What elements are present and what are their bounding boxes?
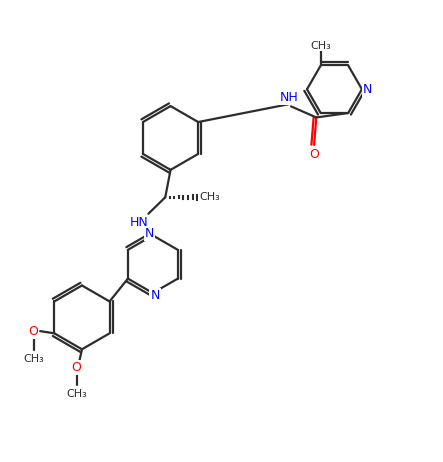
Text: CH₃: CH₃ xyxy=(23,353,44,364)
Text: O: O xyxy=(29,325,39,338)
Text: NH: NH xyxy=(280,91,298,104)
Text: N: N xyxy=(144,227,154,240)
Text: HN: HN xyxy=(130,216,149,229)
Text: O: O xyxy=(72,361,82,374)
Text: CH₃: CH₃ xyxy=(199,192,220,202)
Text: O: O xyxy=(309,148,319,161)
Text: CH₃: CH₃ xyxy=(311,41,331,50)
Text: CH₃: CH₃ xyxy=(66,389,87,400)
Text: N: N xyxy=(150,289,160,302)
Text: N: N xyxy=(362,83,372,96)
